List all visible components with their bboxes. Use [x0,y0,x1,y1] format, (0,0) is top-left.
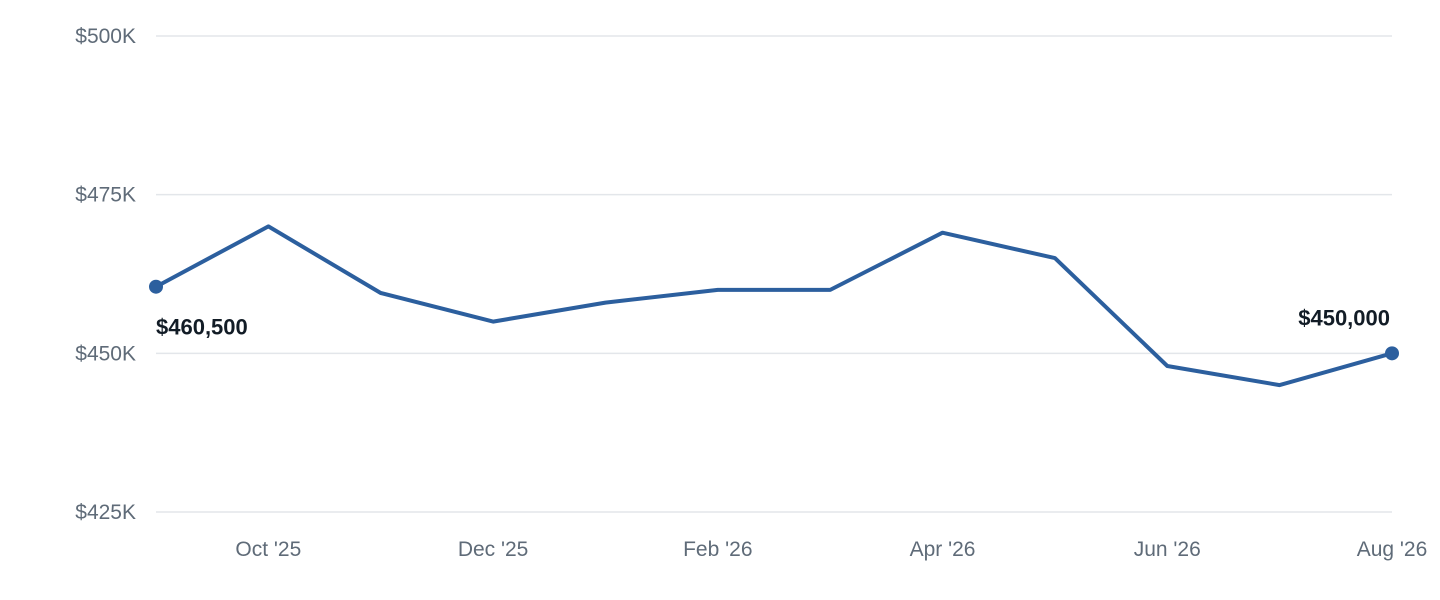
y-tick-label: $450K [75,342,136,365]
x-tick-label: Apr '26 [910,538,976,561]
x-tick-label: Feb '26 [683,538,752,561]
y-tick-label: $425K [75,501,136,524]
x-tick-label: Oct '25 [235,538,301,561]
data-label: $450,000 [1298,305,1390,330]
series-line [154,224,1394,388]
x-tick-label: Aug '26 [1357,538,1428,561]
endpoint-marker [149,279,163,294]
data-label: $460,500 [156,315,248,340]
gridlines [156,35,1392,513]
endpoint-markers [149,279,1399,361]
y-tick-label: $500K [75,25,136,48]
y-tick-label: $475K [75,184,136,207]
data-labels: $460,500 $450,000 [156,305,1390,339]
series-layer [154,224,1394,388]
endpoint-marker [1385,346,1399,361]
y-axis-tick-labels: $500K $475K $450K $425K [75,25,136,524]
x-tick-label: Dec '25 [458,538,529,561]
x-tick-label: Jun '26 [1134,538,1201,561]
x-axis-tick-labels: Oct '25 Dec '25 Feb '26 Apr '26 Jun '26 Aug '… [235,538,1427,561]
